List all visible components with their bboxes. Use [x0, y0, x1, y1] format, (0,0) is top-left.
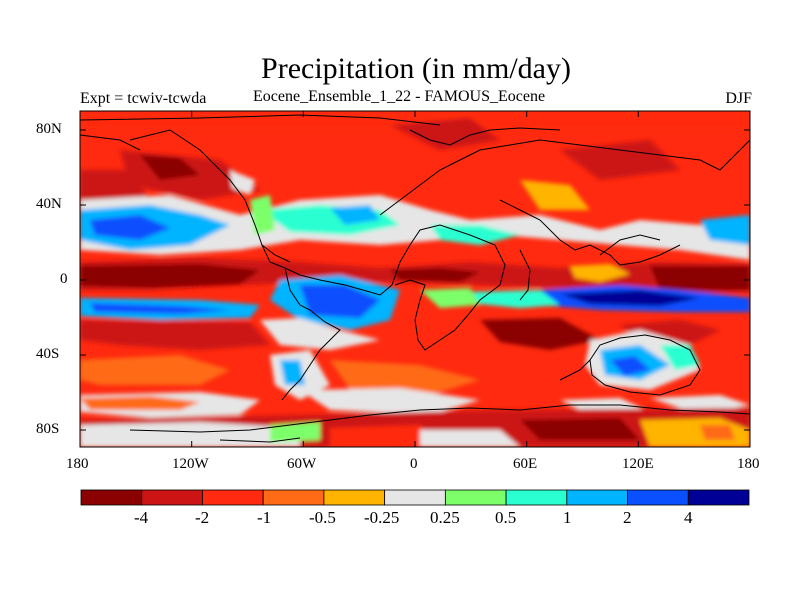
lon-label-120e: 120E [622, 456, 654, 472]
colorbar [80, 489, 750, 506]
colorbar-swatch [202, 489, 264, 506]
coastlines [80, 114, 750, 443]
colorbar-swatch [141, 489, 203, 506]
lon-label-120w: 120W [172, 456, 209, 472]
model-label: Eocene_Ensemble_1_22 - FAMOUS_Eocene [253, 88, 546, 105]
lat-label-0: 0 [60, 271, 68, 287]
season-label: DJF [725, 90, 752, 107]
colorbar-swatch [323, 489, 386, 506]
lon-label-60w: 60W [287, 456, 317, 472]
colorbar-label: 0.5 [495, 508, 517, 527]
colorbar-swatch [262, 489, 325, 506]
colorbar-label: -4 [134, 508, 149, 527]
colorbar-label: -0.25 [364, 508, 400, 527]
lat-label-40s: 40S [36, 346, 60, 362]
colorbar-swatch [80, 489, 143, 506]
colorbar-label: 4 [684, 508, 693, 527]
colorbar-label: 1 [563, 508, 572, 527]
colorbar-label: -1 [257, 508, 272, 527]
colorbar-swatch [566, 489, 628, 506]
plot-title: Precipitation (in mm/day) [261, 52, 571, 85]
colorbar-swatch [444, 489, 507, 506]
colorbar-swatch [627, 489, 689, 506]
lon-label-180w: 180 [66, 456, 89, 472]
lat-label-40n: 40N [36, 196, 62, 212]
lon-label-60e: 60E [513, 456, 538, 472]
colorbar-swatch [687, 489, 750, 506]
colorbar-label: 0.25 [430, 508, 460, 527]
lat-label-80s: 80S [36, 421, 60, 437]
colorbar-swatch [384, 489, 446, 506]
colorbar-label: -2 [195, 508, 210, 527]
lat-label-80n: 80N [36, 121, 62, 137]
precip-field [80, 111, 750, 447]
colorbar-label: -0.5 [309, 508, 336, 527]
colorbar-label: 2 [623, 508, 632, 527]
axis-ticks [80, 111, 750, 447]
colorbar-swatch [505, 489, 568, 506]
lon-label-180e: 180 [737, 456, 760, 472]
lon-label-0: 0 [410, 456, 418, 472]
experiment-label: Expt = tcwiv-tcwda [80, 90, 207, 107]
